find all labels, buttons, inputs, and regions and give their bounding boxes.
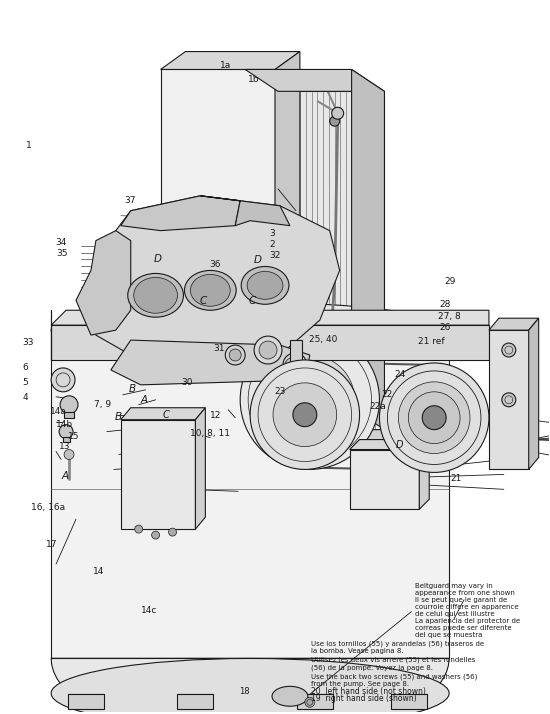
Text: 18: 18	[240, 688, 250, 696]
Polygon shape	[195, 408, 205, 529]
Circle shape	[152, 531, 160, 539]
Polygon shape	[51, 330, 449, 658]
Polygon shape	[350, 450, 419, 509]
Circle shape	[51, 368, 75, 392]
Polygon shape	[51, 325, 489, 360]
Text: 3: 3	[270, 229, 276, 238]
Circle shape	[295, 385, 324, 415]
Text: 36: 36	[210, 260, 221, 268]
Text: 19  right hand side (shown): 19 right hand side (shown)	[311, 695, 416, 703]
Polygon shape	[351, 69, 384, 430]
Circle shape	[265, 355, 355, 445]
Circle shape	[226, 345, 245, 365]
Ellipse shape	[184, 271, 236, 311]
Polygon shape	[278, 91, 384, 430]
Text: 26: 26	[439, 323, 450, 332]
Text: B: B	[128, 384, 135, 394]
Text: 14a: 14a	[50, 408, 67, 416]
Text: C: C	[162, 410, 169, 420]
Text: 23: 23	[274, 387, 285, 396]
Circle shape	[408, 392, 460, 443]
Text: D: D	[395, 440, 403, 450]
Polygon shape	[245, 69, 384, 91]
Text: C: C	[249, 296, 256, 306]
Text: B: B	[115, 412, 122, 422]
Text: 30: 30	[181, 378, 192, 387]
Polygon shape	[419, 440, 429, 509]
Ellipse shape	[241, 266, 289, 304]
Text: 37: 37	[124, 196, 136, 205]
Circle shape	[59, 425, 73, 438]
Circle shape	[240, 330, 380, 469]
Ellipse shape	[134, 278, 178, 313]
Polygon shape	[268, 430, 394, 440]
Circle shape	[502, 343, 516, 357]
Text: 21: 21	[450, 474, 461, 483]
Text: 10, 8, 11: 10, 8, 11	[190, 429, 230, 438]
Ellipse shape	[128, 273, 184, 317]
Text: 15: 15	[68, 431, 80, 441]
Text: 1a: 1a	[221, 61, 232, 70]
Text: 7, 9: 7, 9	[95, 400, 112, 408]
Text: 14b: 14b	[56, 420, 73, 428]
Text: D: D	[153, 254, 162, 264]
Text: D: D	[254, 255, 262, 265]
Circle shape	[329, 116, 340, 126]
Text: 27, 8: 27, 8	[438, 311, 460, 321]
Circle shape	[305, 698, 315, 708]
Text: 34: 34	[55, 238, 67, 246]
Text: 17: 17	[46, 540, 58, 548]
Bar	[63, 436, 70, 441]
Circle shape	[229, 349, 241, 361]
Circle shape	[283, 353, 307, 377]
Circle shape	[60, 396, 78, 413]
Text: 2: 2	[270, 240, 275, 248]
Polygon shape	[200, 196, 290, 226]
Circle shape	[250, 360, 360, 469]
Text: 24: 24	[394, 371, 405, 380]
Polygon shape	[121, 196, 240, 231]
Text: 29: 29	[444, 278, 456, 286]
Bar	[178, 694, 213, 709]
Polygon shape	[529, 318, 538, 469]
Text: Utilisez les deux vis arrere (55) et les rondelles
(56) de la pompe. Voyez la pa: Utilisez les deux vis arrere (55) et les…	[311, 657, 475, 670]
Circle shape	[259, 341, 277, 359]
Polygon shape	[350, 440, 429, 450]
Polygon shape	[121, 420, 195, 529]
Ellipse shape	[272, 686, 308, 706]
Text: 28: 28	[439, 300, 450, 309]
Text: 22a: 22a	[370, 402, 387, 411]
Text: 13: 13	[59, 442, 70, 451]
Text: 32: 32	[270, 251, 281, 260]
Polygon shape	[489, 330, 529, 469]
Text: 14c: 14c	[141, 605, 157, 615]
Bar	[290, 340, 302, 365]
Text: A: A	[141, 395, 148, 405]
Text: 12: 12	[211, 411, 222, 420]
Text: 31: 31	[214, 343, 225, 353]
Bar	[392, 694, 427, 709]
Ellipse shape	[51, 658, 449, 714]
Text: C: C	[200, 296, 207, 306]
Text: A: A	[62, 471, 69, 481]
Ellipse shape	[247, 271, 283, 299]
Text: Beltguard may vary in
appearance from one shown
Il se peut que le garant de
cour: Beltguard may vary in appearance from on…	[415, 583, 520, 638]
Polygon shape	[51, 311, 489, 325]
Bar	[297, 694, 333, 709]
Polygon shape	[111, 340, 310, 385]
Polygon shape	[161, 69, 275, 380]
Text: 16, 16a: 16, 16a	[31, 503, 65, 513]
Polygon shape	[121, 408, 205, 420]
Circle shape	[398, 382, 470, 453]
Circle shape	[379, 363, 489, 473]
Polygon shape	[91, 196, 340, 365]
Circle shape	[135, 525, 142, 533]
Text: 22: 22	[382, 390, 393, 398]
Circle shape	[254, 336, 282, 364]
Ellipse shape	[190, 274, 230, 306]
Text: 35: 35	[56, 249, 68, 258]
Text: 1: 1	[26, 141, 32, 150]
Circle shape	[293, 403, 317, 427]
Text: Use the back two screws (55) and washers (56)
from the pump. See page 8.: Use the back two screws (55) and washers…	[311, 673, 477, 687]
Polygon shape	[51, 658, 449, 714]
